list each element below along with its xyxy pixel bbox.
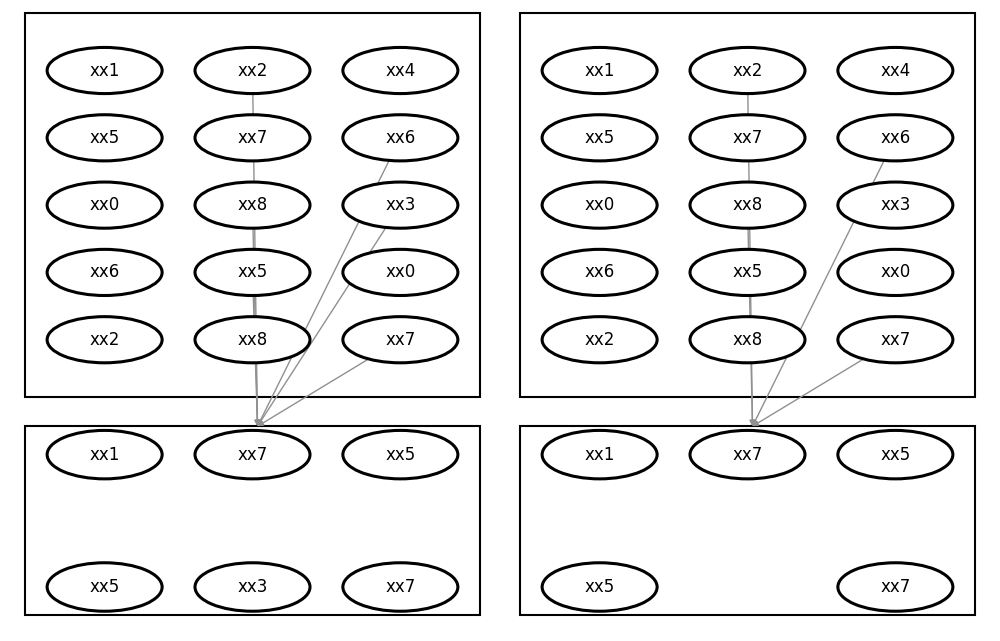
Ellipse shape bbox=[838, 182, 953, 228]
Ellipse shape bbox=[343, 47, 458, 94]
Ellipse shape bbox=[542, 249, 657, 296]
Ellipse shape bbox=[690, 115, 805, 161]
Text: xx5: xx5 bbox=[90, 578, 120, 596]
Text: xx3: xx3 bbox=[237, 578, 268, 596]
Ellipse shape bbox=[47, 249, 162, 296]
Text: xx0: xx0 bbox=[90, 196, 120, 214]
Text: xx6: xx6 bbox=[880, 129, 910, 147]
Text: xx7: xx7 bbox=[385, 331, 416, 349]
Text: xx4: xx4 bbox=[880, 62, 910, 79]
Text: xx8: xx8 bbox=[732, 331, 763, 349]
Ellipse shape bbox=[838, 47, 953, 94]
Ellipse shape bbox=[195, 47, 310, 94]
Ellipse shape bbox=[838, 563, 953, 612]
Ellipse shape bbox=[195, 317, 310, 363]
Text: xx6: xx6 bbox=[385, 129, 416, 147]
Ellipse shape bbox=[542, 317, 657, 363]
Ellipse shape bbox=[195, 430, 310, 479]
Ellipse shape bbox=[47, 317, 162, 363]
Ellipse shape bbox=[343, 249, 458, 296]
Text: xx8: xx8 bbox=[237, 196, 268, 214]
Text: xx5: xx5 bbox=[237, 263, 268, 281]
Text: xx1: xx1 bbox=[584, 445, 615, 463]
Ellipse shape bbox=[195, 115, 310, 161]
Text: xx7: xx7 bbox=[732, 445, 763, 463]
Bar bbox=[520, 13, 975, 397]
Bar bbox=[520, 426, 975, 615]
Ellipse shape bbox=[47, 563, 162, 612]
Text: xx3: xx3 bbox=[385, 196, 416, 214]
Text: xx0: xx0 bbox=[385, 263, 416, 281]
Ellipse shape bbox=[542, 182, 657, 228]
Ellipse shape bbox=[542, 115, 657, 161]
Text: xx2: xx2 bbox=[89, 331, 120, 349]
Ellipse shape bbox=[690, 182, 805, 228]
Ellipse shape bbox=[47, 47, 162, 94]
Ellipse shape bbox=[690, 430, 805, 479]
Ellipse shape bbox=[542, 430, 657, 479]
Ellipse shape bbox=[542, 47, 657, 94]
Text: xx7: xx7 bbox=[237, 129, 268, 147]
Text: xx8: xx8 bbox=[732, 196, 763, 214]
Ellipse shape bbox=[343, 317, 458, 363]
Ellipse shape bbox=[838, 317, 953, 363]
Ellipse shape bbox=[47, 430, 162, 479]
Text: xx7: xx7 bbox=[880, 331, 910, 349]
Ellipse shape bbox=[195, 563, 310, 612]
Text: xx1: xx1 bbox=[89, 62, 120, 79]
Text: xx0: xx0 bbox=[880, 263, 910, 281]
Text: xx7: xx7 bbox=[880, 578, 910, 596]
Ellipse shape bbox=[542, 563, 657, 612]
Ellipse shape bbox=[47, 182, 162, 228]
Ellipse shape bbox=[690, 317, 805, 363]
Text: xx5: xx5 bbox=[385, 445, 416, 463]
Text: xx6: xx6 bbox=[585, 263, 615, 281]
Ellipse shape bbox=[47, 115, 162, 161]
Text: xx5: xx5 bbox=[880, 445, 910, 463]
Text: xx5: xx5 bbox=[585, 578, 615, 596]
Ellipse shape bbox=[195, 249, 310, 296]
Text: xx7: xx7 bbox=[237, 445, 268, 463]
Text: xx5: xx5 bbox=[585, 129, 615, 147]
Text: xx5: xx5 bbox=[90, 129, 120, 147]
Text: xx2: xx2 bbox=[732, 62, 763, 79]
Ellipse shape bbox=[690, 47, 805, 94]
Ellipse shape bbox=[343, 430, 458, 479]
Text: xx7: xx7 bbox=[732, 129, 763, 147]
Text: xx7: xx7 bbox=[385, 578, 416, 596]
Text: xx2: xx2 bbox=[237, 62, 268, 79]
Ellipse shape bbox=[690, 249, 805, 296]
Ellipse shape bbox=[343, 115, 458, 161]
Ellipse shape bbox=[838, 115, 953, 161]
Ellipse shape bbox=[838, 249, 953, 296]
Ellipse shape bbox=[343, 182, 458, 228]
Text: xx0: xx0 bbox=[585, 196, 615, 214]
Text: xx1: xx1 bbox=[584, 62, 615, 79]
Text: xx8: xx8 bbox=[237, 331, 268, 349]
Ellipse shape bbox=[838, 430, 953, 479]
Text: xx3: xx3 bbox=[880, 196, 911, 214]
Text: xx4: xx4 bbox=[385, 62, 416, 79]
Text: xx2: xx2 bbox=[584, 331, 615, 349]
Bar bbox=[25, 13, 480, 397]
Bar bbox=[25, 426, 480, 615]
Ellipse shape bbox=[343, 563, 458, 612]
Ellipse shape bbox=[195, 182, 310, 228]
Text: xx5: xx5 bbox=[732, 263, 763, 281]
Text: xx6: xx6 bbox=[90, 263, 120, 281]
Text: xx1: xx1 bbox=[89, 445, 120, 463]
